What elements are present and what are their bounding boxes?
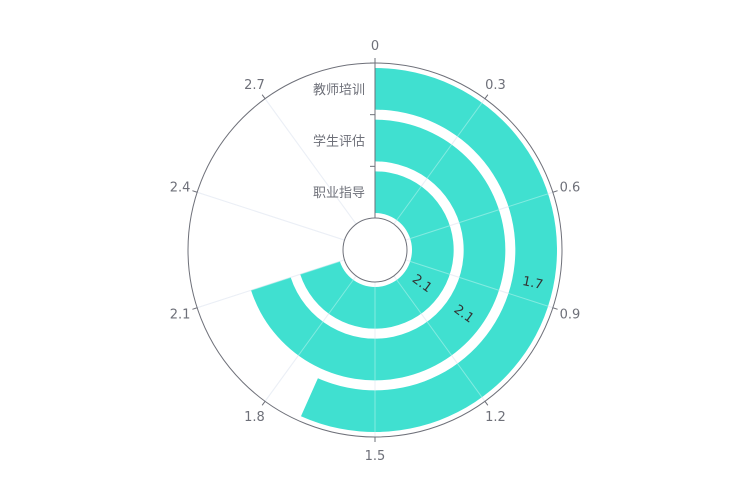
angle-axis-tick (484, 94, 489, 100)
category-label: 职业指导 (313, 186, 365, 201)
angle-tick-label: 2.1 (170, 307, 191, 322)
angle-grid-overlay (196, 191, 345, 241)
angle-tick-label: 0.3 (485, 78, 506, 93)
data-label: 1.7 (521, 274, 544, 293)
angle-grid-overlay (264, 275, 357, 402)
angle-tick-label: 1.8 (244, 410, 265, 425)
angle-axis-tick (484, 400, 489, 406)
angle-axis-tick (192, 190, 198, 193)
angle-grid-overlay (405, 191, 554, 241)
angle-grid-overlay (393, 275, 486, 402)
angle-tick-label: 1.5 (365, 449, 386, 464)
angle-axis-tick (552, 307, 558, 310)
category-label: 教师培训 (313, 82, 365, 98)
angle-grid-overlay (196, 259, 345, 309)
angle-axis-tick (192, 307, 198, 310)
angle-tick-label: 0 (371, 39, 379, 54)
bar-职业指导 (300, 171, 454, 329)
angle-grid-line (264, 98, 357, 225)
angle-grid-overlay (393, 98, 486, 225)
bar-教师培训 (300, 68, 557, 432)
angle-grid-overlay (405, 259, 554, 309)
angle-grid-line (196, 191, 345, 241)
angle-axis-tick (552, 190, 558, 193)
inner-axis-circle (342, 217, 408, 283)
category-label: 学生评估 (313, 134, 365, 150)
angle-tick-label: 2.7 (244, 78, 265, 93)
angle-tick-label: 1.2 (485, 410, 506, 425)
angle-axis-tick (261, 94, 266, 100)
angle-tick-label: 0.9 (560, 307, 581, 322)
angle-tick-label: 0.6 (560, 181, 581, 196)
angle-tick-label: 2.4 (170, 181, 191, 196)
angle-grid-overlay (264, 98, 357, 225)
angle-axis-tick (261, 400, 266, 406)
bar-学生评估 (251, 119, 506, 381)
